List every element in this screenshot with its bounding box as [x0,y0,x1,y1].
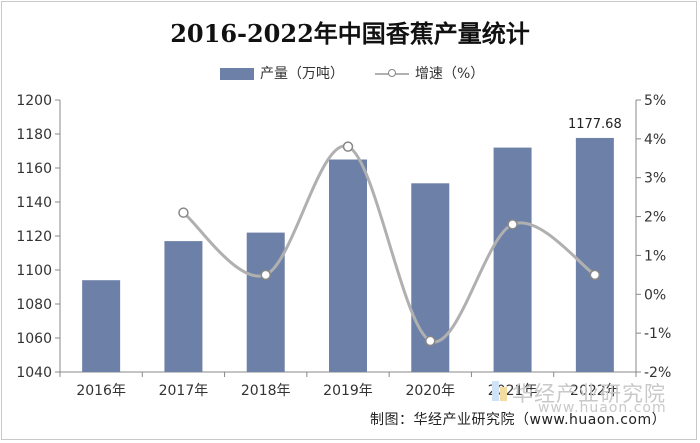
x-tick-label: 2019年 [323,383,373,399]
growth-point [260,269,271,281]
growth-point [507,219,518,230]
right-tick-label: 3% [644,171,666,187]
right-tick-label: 2% [644,210,666,226]
growth-point [589,269,601,281]
x-tick-label: 2017年 [159,383,209,399]
production-bar [575,137,614,372]
growth-point [425,335,436,347]
left-tick-label: 1080 [16,297,52,313]
watermark-text: 华经产业研究院 [512,382,666,406]
right-tick-label: 0% [644,287,666,303]
x-tick-label: 2020年 [405,383,455,399]
left-tick-label: 1200 [16,93,52,109]
right-tick-label: 4% [644,132,666,148]
right-tick-label: 5% [644,93,666,109]
growth-point [178,207,189,218]
left-tick-label: 1160 [16,161,52,177]
production-bar [246,232,285,372]
chart-title: 2016-2022年中国香蕉产量统计 [170,19,530,48]
watermark-logo [492,381,508,401]
production-bar [164,241,203,372]
growth-point [342,141,354,152]
legend-swatch-bar [220,68,254,80]
left-tick-label: 1140 [16,195,52,211]
production-bar [493,147,532,372]
production-bar [329,159,367,372]
right-tick-label: -2% [644,365,671,381]
legend-label-growth: 增速（%） [415,66,485,82]
x-tick-label: 2018年 [241,383,291,399]
left-tick-label: 1060 [16,331,52,347]
left-tick-label: 1100 [16,263,52,279]
x-tick-label: 2016年 [76,383,126,399]
growth-line [182,144,596,344]
left-tick-label: 1120 [16,229,52,245]
left-tick-label: 1180 [16,127,52,143]
bar-data-label: 1177.68 [568,117,622,132]
source-footer: 制图：华经产业研究院（www.huaon.com） [370,412,667,428]
production-bar [82,280,121,372]
chart-legend: 产量（万吨） 增速（%） [0,64,700,84]
left-tick-label: 1040 [16,365,52,381]
watermark-url: www.huaon.com [538,400,667,416]
legend-label-production: 产量（万吨） [260,66,344,82]
right-tick-label: 1% [644,248,666,264]
right-tick-label: -1% [644,326,671,342]
x-tick-label: 2022年 [570,383,620,399]
legend-marker-dot [388,69,396,77]
